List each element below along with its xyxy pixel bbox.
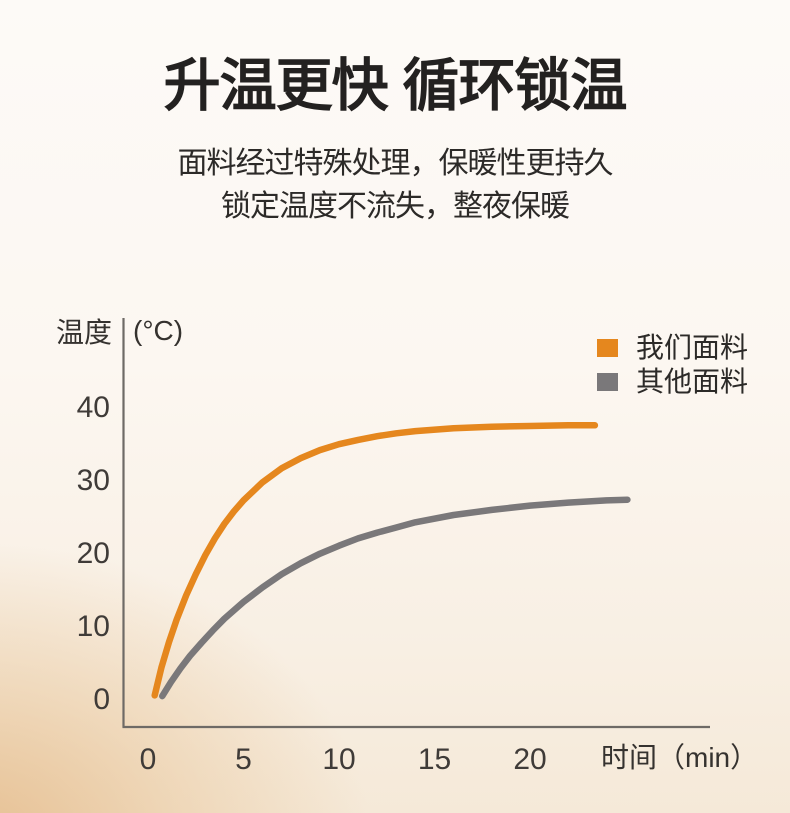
chart-legend: 我们面料 其他面料 (597, 331, 748, 399)
subtitle-line-1: 面料经过特殊处理，保暖性更持久 (177, 147, 614, 180)
x-tick-label: 15 (418, 743, 451, 776)
legend-swatch-our-fabric-icon (597, 339, 618, 357)
legend-swatch-other-fabric-icon (597, 373, 618, 391)
x-axis-label-time: 时间（min） (601, 742, 759, 773)
page-title: 升温更快 循环锁温 (163, 54, 628, 118)
y-tick-label: 10 (77, 610, 110, 643)
subtitle-line-2: 锁定温度不流失，整夜保暖 (221, 190, 570, 223)
x-tick-label: 10 (322, 743, 355, 776)
legend-item-other-fabric: 其他面料 (597, 365, 748, 399)
legend-label-other-fabric: 其他面料 (636, 366, 749, 397)
legend-label-our-fabric: 我们面料 (636, 332, 749, 363)
series-line-our-fabric (151, 422, 599, 699)
y-tick-label: 20 (77, 537, 110, 570)
y-axis-unit-celsius: (°C) (133, 315, 184, 346)
series-line-other-fabric (159, 496, 631, 700)
legend-item-our-fabric: 我们面料 (597, 331, 748, 365)
y-axis-label-temperature: 温度 (55, 317, 112, 348)
y-tick-label: 40 (77, 391, 110, 424)
y-tick-label: 30 (77, 464, 110, 497)
x-tick-label: 5 (235, 743, 252, 776)
x-tick-label: 20 (513, 743, 546, 776)
x-tick-label: 0 (140, 743, 157, 776)
y-tick-label: 0 (93, 683, 110, 716)
